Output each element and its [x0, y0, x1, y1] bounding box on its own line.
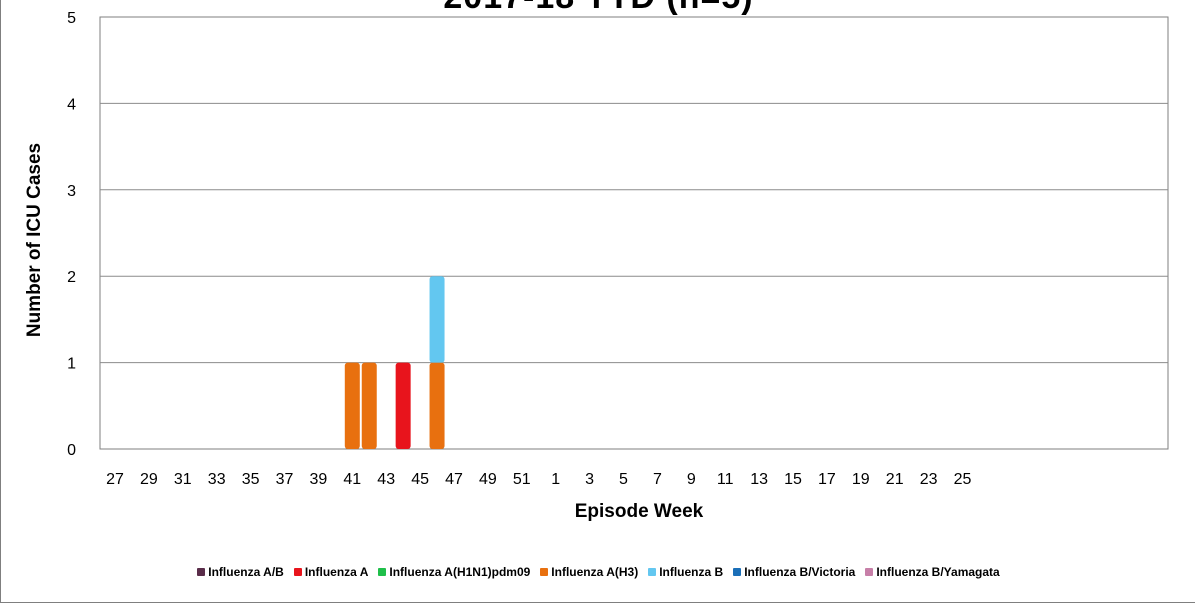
- legend-item: Influenza B: [648, 565, 723, 579]
- y-tick-label: 5: [67, 10, 76, 27]
- x-tick-label: 7: [653, 471, 662, 488]
- x-tick-label: 41: [343, 471, 361, 488]
- x-tick-label: 27: [106, 471, 124, 488]
- plot-area: [99, 16, 1169, 450]
- x-tick-label: 43: [377, 471, 395, 488]
- legend-swatch: [865, 568, 874, 576]
- x-tick-label: 47: [445, 471, 463, 488]
- y-tick-label: 0: [67, 442, 76, 459]
- legend-label: Influenza A: [304, 565, 369, 579]
- legend-swatch: [733, 568, 742, 576]
- legend-label: Influenza A/B: [208, 565, 284, 579]
- legend-label: Influenza B: [659, 565, 724, 579]
- legend-item: Influenza A(H1N1)pdm09: [378, 565, 530, 579]
- legend-label: Influenza B/Victoria: [744, 565, 856, 579]
- legend-item: Influenza B/Victoria: [733, 565, 855, 579]
- x-tick-label: 31: [174, 471, 192, 488]
- legend-label: Influenza B/Yamagata: [876, 565, 1000, 579]
- y-tick-label: 1: [67, 356, 76, 373]
- chart-title: 2017-18 YTD (n=5): [0, 0, 1197, 17]
- x-tick-label: 49: [479, 471, 497, 488]
- bar-influenza-a-h3--week-46: [429, 362, 445, 449]
- bar-influenza-a-h3--week-42: [361, 362, 377, 449]
- x-tick-label: 33: [208, 471, 226, 488]
- y-tick-label: 2: [67, 269, 76, 286]
- legend-swatch: [648, 568, 657, 576]
- x-tick-label: 9: [687, 471, 696, 488]
- x-tick-label: 17: [818, 471, 836, 488]
- y-tick-label: 3: [67, 183, 76, 200]
- x-tick-label: 45: [411, 471, 429, 488]
- x-tick-label: 23: [920, 471, 938, 488]
- x-tick-label: 29: [140, 471, 158, 488]
- legend-swatch: [540, 568, 549, 576]
- legend-label: Influenza A(H1N1)pdm09: [389, 565, 531, 579]
- legend-label: Influenza A(H3): [551, 565, 639, 579]
- y-axis-ticks: 0 1 2 3 4 5: [67, 10, 76, 459]
- bar-influenza-b-week-46: [429, 276, 445, 363]
- legend-swatch: [378, 568, 387, 576]
- x-tick-label: 19: [852, 471, 870, 488]
- legend: Influenza A/B Influenza A Influenza A(H1N1…: [0, 565, 1197, 579]
- x-tick-label: 5: [619, 471, 628, 488]
- gridlines: [100, 102, 1168, 364]
- legend-item: Influenza A(H3): [540, 565, 638, 579]
- x-tick-label: 35: [242, 471, 260, 488]
- x-tick-label: 15: [784, 471, 802, 488]
- x-tick-label: 1: [551, 471, 560, 488]
- bar-influenza-a-week-44: [395, 362, 411, 449]
- legend-item: Influenza A/B: [197, 565, 284, 579]
- bars: [344, 276, 445, 449]
- x-tick-label: 3: [585, 471, 594, 488]
- bar-influenza-a-h3--week-41: [344, 362, 360, 449]
- x-tick-label: 11: [717, 471, 734, 488]
- x-tick-label: 37: [276, 471, 294, 488]
- legend-item: Influenza A: [293, 565, 369, 579]
- y-axis-label: Number of ICU Cases: [24, 143, 45, 337]
- x-tick-label: 51: [513, 471, 531, 488]
- x-axis-ticks: 27 29 31 33 35 37 39 41 43 45 47 49 51 1 3 5 7 9 11 13 15 17 1…: [106, 471, 971, 488]
- x-axis-label: Episode Week: [575, 501, 704, 522]
- x-tick-label: 25: [954, 471, 972, 488]
- legend-swatch: [293, 568, 302, 576]
- x-tick-label: 21: [886, 471, 904, 488]
- x-tick-label: 39: [310, 471, 328, 488]
- y-tick-label: 4: [67, 96, 76, 113]
- x-tick-label: 13: [750, 471, 768, 488]
- legend-item: Influenza B/Yamagata: [865, 565, 1000, 579]
- legend-swatch: [197, 568, 206, 576]
